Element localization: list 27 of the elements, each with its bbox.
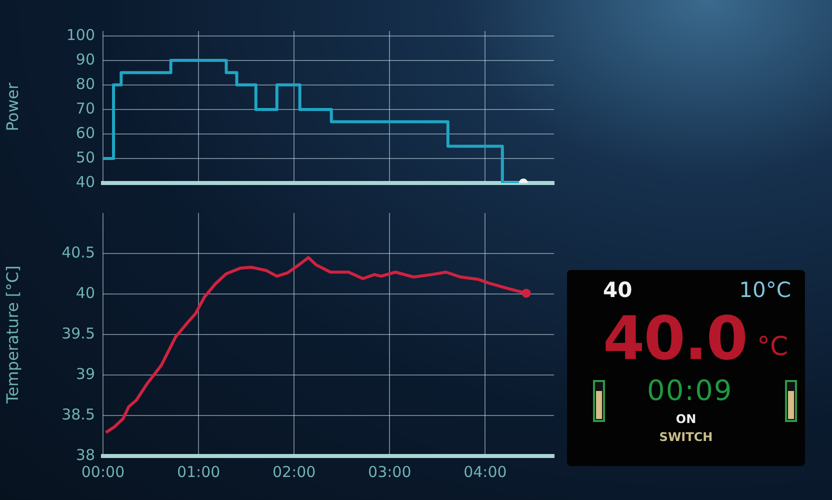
- x-tick-label: 02:00: [272, 462, 316, 481]
- x-tick-label: 01:00: [176, 462, 220, 481]
- y-tick-label: 40: [76, 172, 95, 191]
- text: ON: [674, 412, 698, 426]
- y-tick-label: 40.5: [62, 243, 95, 262]
- text: SWITCH: [658, 430, 714, 444]
- text: 00:09: [647, 374, 733, 407]
- y-axis-title: Temperature [°C]: [2, 265, 22, 405]
- y-tick-label: 60: [76, 124, 95, 142]
- y-tick-label: 38: [76, 446, 95, 464]
- y-tick-label: 39: [76, 364, 95, 383]
- y-tick-label: 40: [76, 284, 95, 302]
- x-tick-label: 03:00: [368, 462, 412, 481]
- text: °C: [757, 332, 788, 362]
- y-tick-label: 80: [76, 74, 95, 93]
- y-tick-label: 90: [76, 50, 95, 68]
- y-tick-label: 50: [76, 148, 95, 166]
- text: 10°C: [739, 278, 791, 302]
- x-tick-label: 00:00: [81, 462, 125, 481]
- text: 40.0: [603, 304, 748, 374]
- y-tick-label: 100: [66, 26, 95, 44]
- y-tick-label: 38.5: [62, 405, 95, 424]
- text: 40: [603, 278, 632, 302]
- y-tick-label: 39.5: [62, 324, 95, 342]
- y-tick-label: 70: [76, 99, 95, 118]
- x-tick-label: 04:00: [464, 462, 507, 481]
- y-axis-title: Power: [2, 82, 22, 132]
